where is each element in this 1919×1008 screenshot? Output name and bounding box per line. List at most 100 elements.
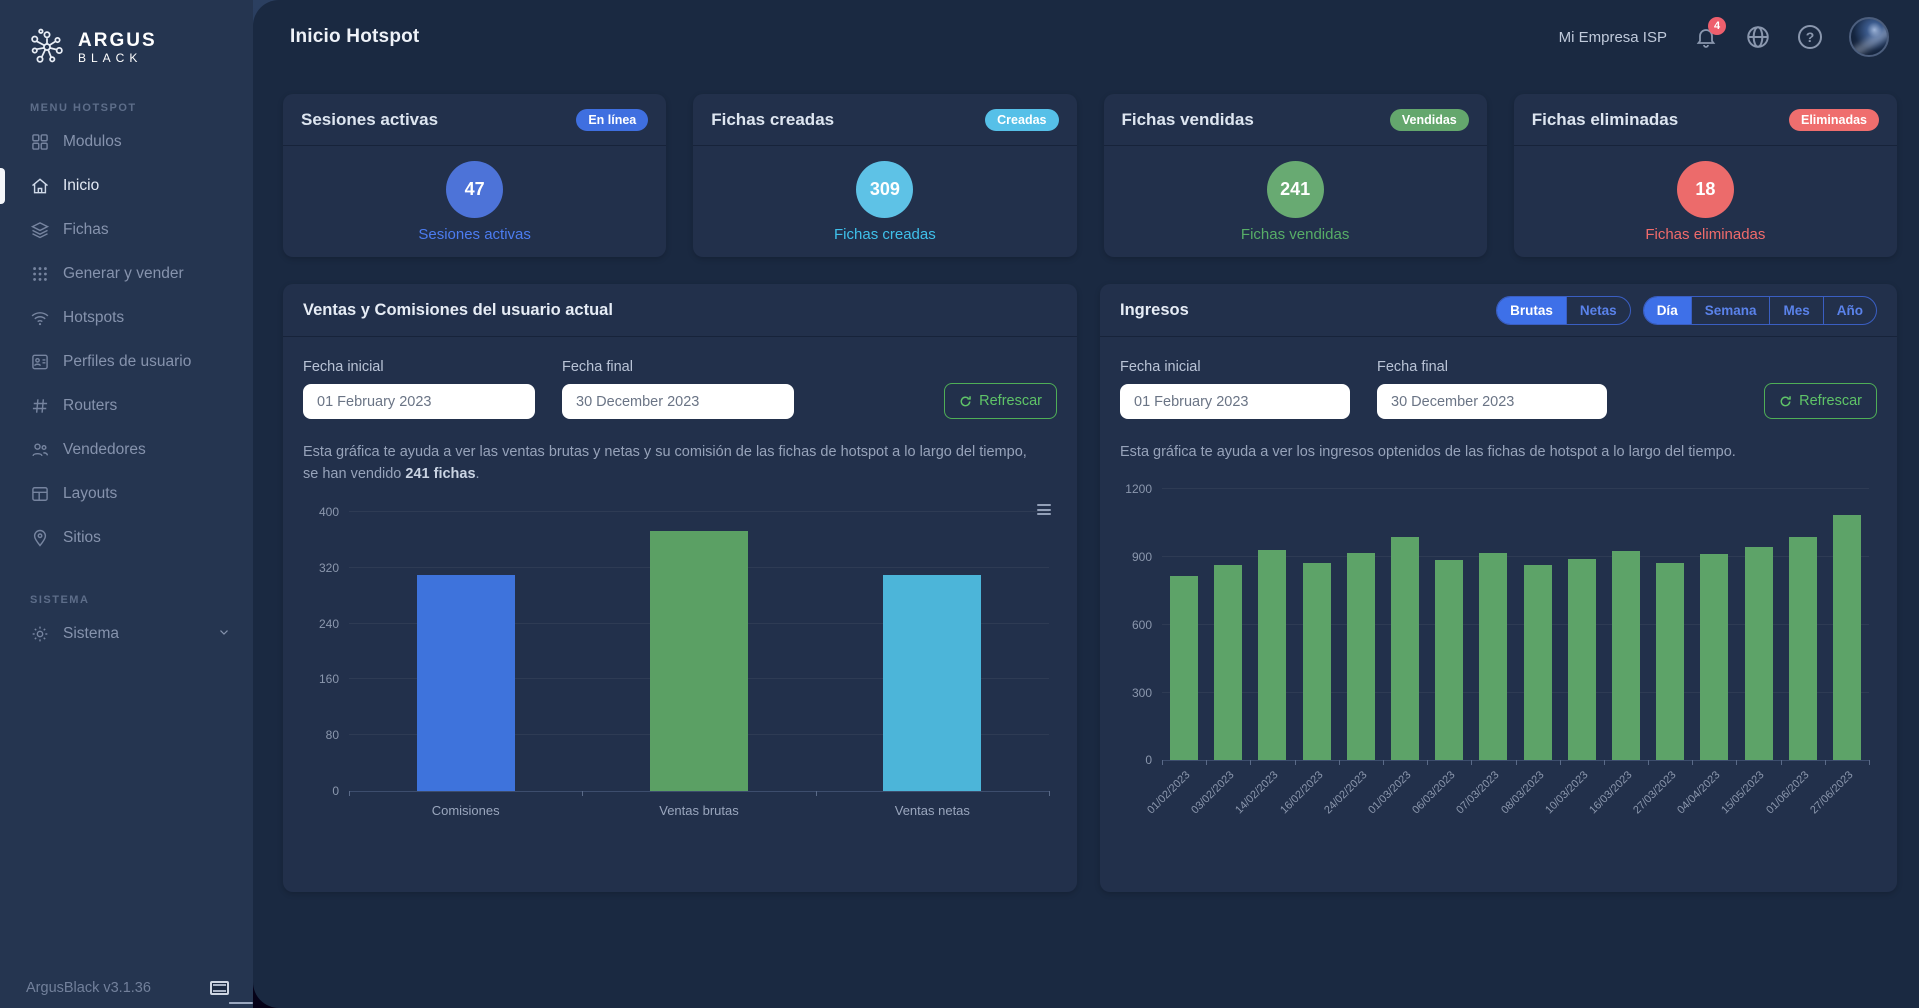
ingresos-panel: Ingresos Brutas Netas Día Semana Mes Año <box>1100 284 1897 892</box>
sidebar-section-sistema: SISTEMA <box>30 594 90 606</box>
content: Sesiones activas En línea 47 Sesiones ac… <box>253 74 1919 892</box>
bar-03/02/2023[interactable] <box>1214 565 1243 761</box>
bar-27/06/2023[interactable] <box>1832 515 1861 761</box>
bar-01/06/2023[interactable] <box>1788 536 1817 761</box>
fecha-inicial-input[interactable] <box>1120 384 1350 419</box>
chart-plot-area: 0 300 600 900 1200 01/02/2023 03/02/2023 14/02/… <box>1125 482 1870 817</box>
stat-cards-row: Sesiones activas En línea 47 Sesiones ac… <box>283 94 1897 257</box>
sidebar-item-hotspots[interactable]: Hotspots <box>0 296 253 340</box>
x-axis-tick <box>1294 760 1296 766</box>
refrescar-button[interactable]: Refrescar <box>1764 383 1877 419</box>
map-pin-icon <box>30 528 50 548</box>
company-name[interactable]: Mi Empresa ISP <box>1558 28 1667 46</box>
stat-value: 309 <box>856 160 914 218</box>
sidebar-item-routers[interactable]: Routers <box>0 384 253 428</box>
toggle-brutas[interactable]: Brutas <box>1497 296 1566 324</box>
x-axis-category-label: 15/05/2023 <box>1719 769 1768 817</box>
sidebar-item-sistema[interactable]: Sistema <box>0 612 253 656</box>
toggle-dia[interactable]: Día <box>1643 296 1691 324</box>
bar-16/03/2023[interactable] <box>1611 550 1640 761</box>
dots-grid-icon <box>30 264 50 284</box>
globe-icon <box>1747 26 1769 48</box>
sidebar-item-sitios[interactable]: Sitios <box>0 516 253 560</box>
sidebar-item-fichas[interactable]: Fichas <box>0 208 253 252</box>
x-axis-tick <box>582 790 584 796</box>
toggle-semana[interactable]: Semana <box>1690 296 1770 324</box>
y-axis-tick-label: 0 <box>332 783 339 798</box>
fecha-final-input[interactable] <box>562 384 794 419</box>
sidebar-item-label: Routers <box>63 397 118 414</box>
stat-label: Fichas creadas <box>834 225 936 243</box>
users-icon <box>30 440 50 460</box>
bar-Ventas brutas[interactable] <box>650 531 748 791</box>
bar-16/02/2023[interactable] <box>1302 563 1331 761</box>
sidebar-item-modulos[interactable]: Modulos <box>0 120 253 164</box>
sidebar-item-label: Inicio <box>63 177 100 194</box>
bar-01/03/2023[interactable] <box>1391 536 1420 761</box>
x-axis-category-label: 16/03/2023 <box>1587 769 1635 817</box>
bar-15/05/2023[interactable] <box>1744 547 1773 761</box>
status-badge: Vendidas <box>1389 108 1469 131</box>
toggle-ano[interactable]: Año <box>1822 296 1876 324</box>
main-backdrop: Inicio Hotspot Mi Empresa ISP 4 ? <box>253 0 1919 1008</box>
sidebar-item-perfiles-de-usuario[interactable]: Perfiles de usuario <box>0 340 253 384</box>
brand-logo[interactable]: ARGUS BLACK <box>0 0 253 1004</box>
gridline <box>349 510 1049 512</box>
x-axis-tick <box>1736 760 1738 766</box>
sidebar-item-vendedores[interactable]: Vendedores <box>0 428 253 472</box>
help-button[interactable]: ? <box>1797 24 1823 50</box>
bar-08/03/2023[interactable] <box>1523 565 1552 761</box>
x-axis-category-label: 27/03/2023 <box>1631 769 1679 817</box>
sidebar: ARGUS BLACK MENU HOTSPOT Modulos Inicio <box>0 0 253 1008</box>
bar-24/02/2023[interactable] <box>1346 553 1375 761</box>
refrescar-button[interactable]: Refrescar <box>944 383 1057 419</box>
refresh-icon <box>1780 395 1791 406</box>
fecha-final-label: Fecha final <box>562 359 633 375</box>
y-axis-tick-label: 400 <box>318 504 339 519</box>
sidebar-footer: ArgusBlack v3.1.36 <box>0 980 253 996</box>
bar-Ventas netas[interactable] <box>883 574 982 791</box>
bar-10/03/2023[interactable] <box>1567 559 1596 761</box>
bar-04/04/2023[interactable] <box>1700 553 1729 761</box>
x-axis-tick <box>1869 760 1870 766</box>
status-badge: Creadas <box>985 108 1059 131</box>
bar-Comisiones[interactable] <box>416 574 515 791</box>
card-title: Fichas vendidas <box>1121 109 1254 129</box>
language-button[interactable] <box>1745 24 1771 50</box>
sidebar-section-menu-hotspot: MENU HOTSPOT <box>30 102 137 114</box>
topbar: Inicio Hotspot Mi Empresa ISP 4 ? <box>253 0 1919 74</box>
user-avatar[interactable] <box>1849 17 1889 57</box>
card-title: Fichas eliminadas <box>1531 109 1679 129</box>
bar-07/03/2023[interactable] <box>1479 553 1508 761</box>
x-axis-category-label: 03/02/2023 <box>1189 769 1237 817</box>
toggle-mes[interactable]: Mes <box>1769 296 1822 324</box>
layers-icon <box>30 220 50 240</box>
sidebar-item-generar-y-vender[interactable]: Generar y vender <box>0 252 253 296</box>
home-icon <box>30 176 50 196</box>
chart-menu-icon[interactable] <box>1037 502 1051 518</box>
card-fichas-creadas: Fichas creadas Creadas 309 Fichas creada… <box>693 94 1077 257</box>
bar-06/03/2023[interactable] <box>1435 559 1464 761</box>
sidebar-item-label: Vendedores <box>63 441 146 458</box>
bar-01/02/2023[interactable] <box>1170 575 1199 761</box>
sidebar-item-layouts[interactable]: Layouts <box>0 472 253 516</box>
hash-icon <box>30 396 50 416</box>
sidebar-collapse-icon[interactable] <box>225 43 253 1004</box>
notifications-button[interactable]: 4 <box>1693 17 1726 50</box>
toggle-netas[interactable]: Netas <box>1565 296 1630 324</box>
refrescar-label: Refrescar <box>1799 393 1862 409</box>
sidebar-item-inicio[interactable]: Inicio <box>0 164 253 208</box>
fecha-final-input[interactable] <box>1377 384 1607 419</box>
brutas-netas-toggle: Brutas Netas <box>1496 295 1631 325</box>
panels-row: Ventas y Comisiones del usuario actual F… <box>283 284 1897 892</box>
y-axis-tick-label: 320 <box>318 560 339 575</box>
x-axis-category-label: 07/03/2023 <box>1454 769 1502 817</box>
layout-icon <box>30 484 50 504</box>
bar-27/03/2023[interactable] <box>1656 563 1685 761</box>
x-axis-tick <box>1382 760 1384 766</box>
fecha-inicial-input[interactable] <box>303 384 535 419</box>
stat-value: 47 <box>446 160 504 218</box>
mexico-flag-icon[interactable] <box>210 981 229 995</box>
card-title: Fichas creadas <box>711 109 835 129</box>
bar-14/02/2023[interactable] <box>1258 550 1287 761</box>
